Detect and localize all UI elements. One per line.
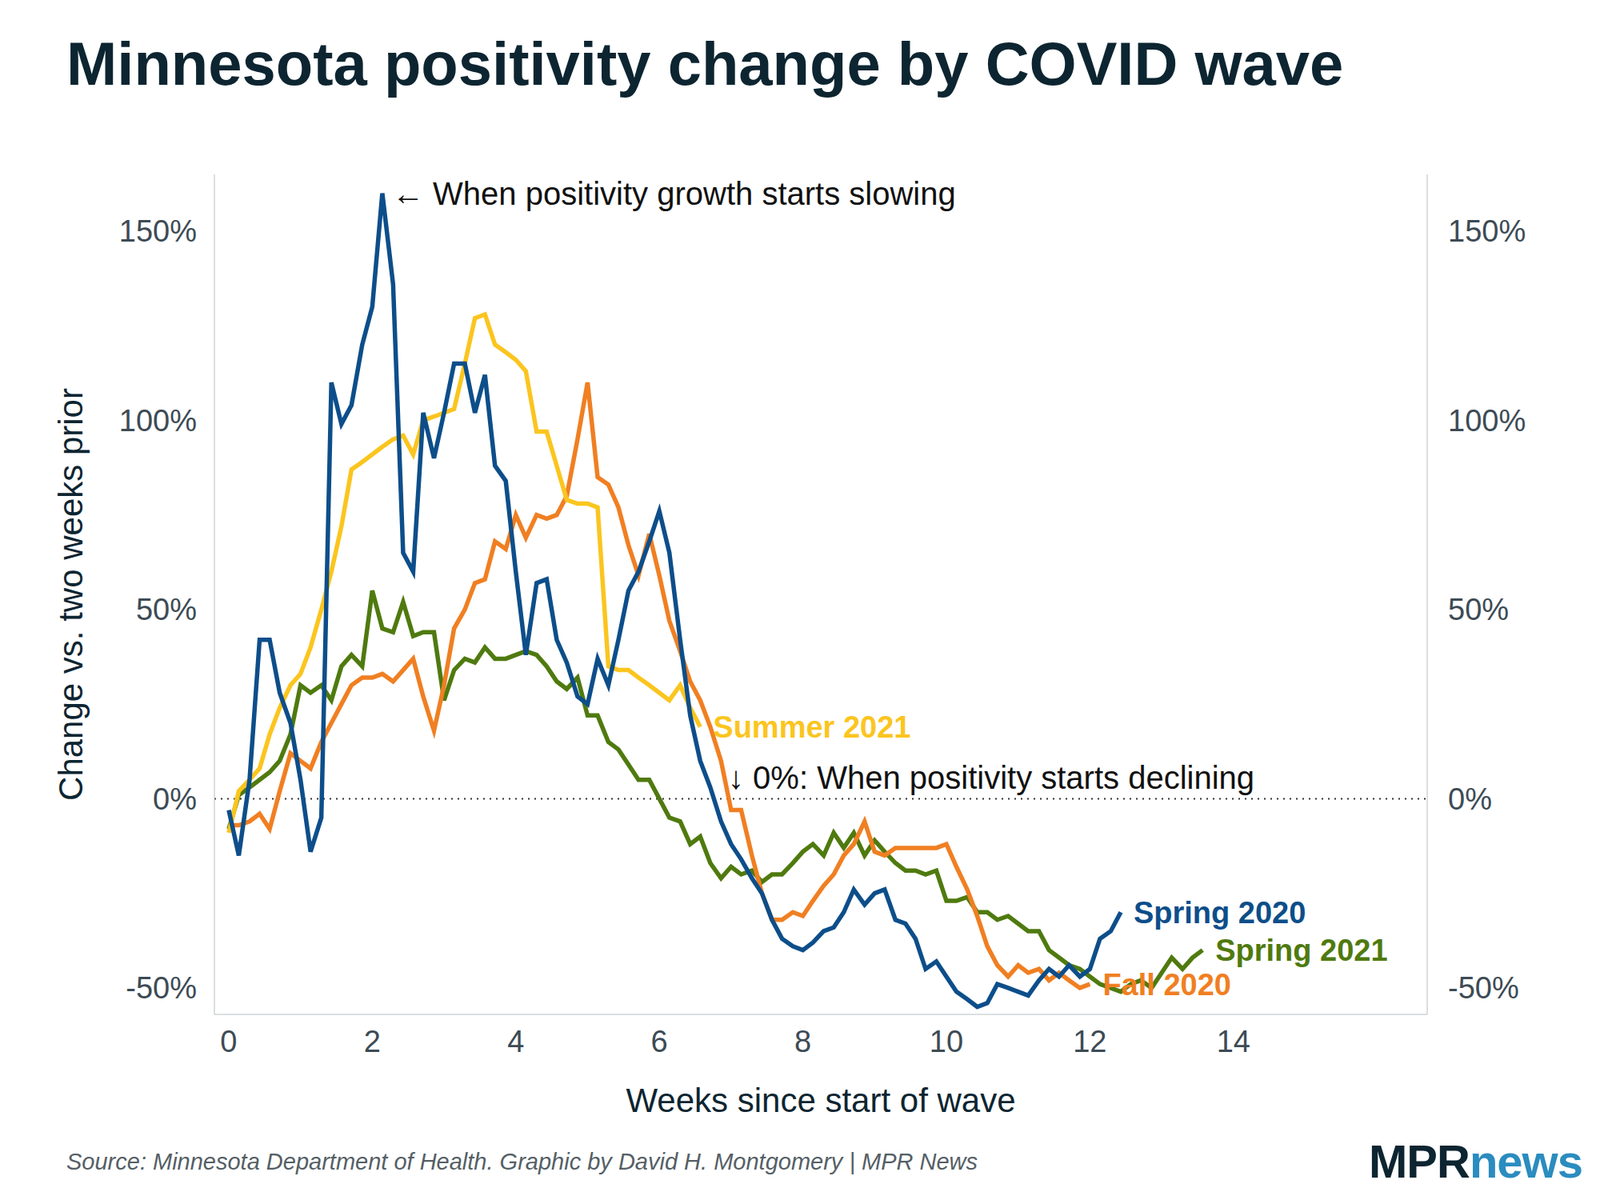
svg-text:6: 6 [651, 1024, 668, 1059]
svg-text:0: 0 [220, 1024, 237, 1059]
svg-text:12: 12 [1072, 1024, 1107, 1059]
svg-text:50%: 50% [1448, 592, 1509, 627]
svg-text:10: 10 [929, 1024, 964, 1059]
svg-text:2: 2 [364, 1024, 381, 1059]
svg-text:Weeks since start of wave: Weeks since start of wave [625, 1081, 1016, 1120]
svg-text:0%: 0% [152, 782, 197, 816]
html-text:Minnesota positivity change by: Minnesota positivity change by COVID wav… [66, 29, 1344, 98]
svg-text:100%: 100% [1448, 404, 1526, 438]
svg-text:0%: 0% [1448, 782, 1492, 816]
svg-text:150%: 150% [119, 214, 197, 248]
html-text:← When positivity growth start: ← When positivity growth starts slowing [392, 176, 956, 212]
svg-text:150%: 150% [1448, 214, 1526, 248]
svg-text:4: 4 [507, 1024, 524, 1059]
html-text:↓ 0%: When positivity starts d: ↓ 0%: When positivity starts declining [728, 760, 1255, 796]
svg-text:Spring 2020: Spring 2020 [1133, 896, 1306, 930]
svg-text:-50%: -50% [1448, 971, 1520, 1005]
svg-text:-50%: -50% [125, 971, 197, 1005]
svg-text:8: 8 [794, 1024, 812, 1059]
svg-text:100%: 100% [119, 404, 197, 438]
html-text:MPR news: MPR news [1368, 1135, 1583, 1188]
svg-text:50%: 50% [136, 592, 197, 627]
html-text:Source: Minnesota Department o: Source: Minnesota Department of Health. … [66, 1148, 978, 1175]
svg-text:Summer 2021: Summer 2021 [712, 710, 911, 744]
svg-text:14: 14 [1216, 1024, 1251, 1059]
svg-text:Spring 2021: Spring 2021 [1215, 933, 1388, 968]
svg-text:Change vs. two weeks prior: Change vs. two weeks prior [52, 388, 90, 801]
svg-text:Fall 2020: Fall 2020 [1102, 968, 1232, 1002]
